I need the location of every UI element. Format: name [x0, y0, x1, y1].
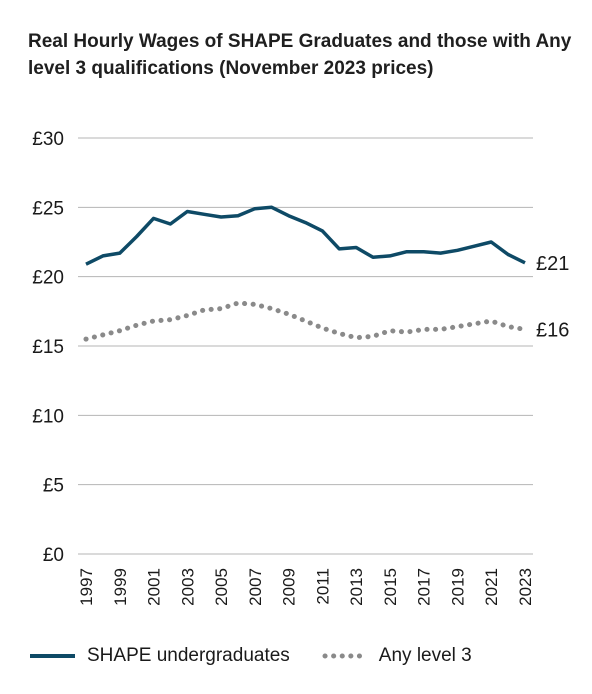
y-axis-ticks: £0 £5 £10 £15 £20 £25 £30	[32, 129, 64, 566]
x-tick-label: 2017	[415, 568, 434, 606]
legend-swatch-solid	[30, 654, 75, 658]
end-label-level3: £16	[536, 319, 569, 341]
end-label-shape: £21	[536, 253, 569, 275]
x-tick-label: 1997	[77, 568, 96, 606]
x-tick-label: 1999	[111, 568, 130, 606]
y-tick-label: £5	[43, 476, 64, 497]
legend-label-level3: Any level 3	[378, 645, 472, 666]
x-tick-label: 2021	[482, 568, 501, 606]
series-line-level3	[83, 300, 528, 342]
x-tick-label: 2011	[313, 568, 332, 605]
y-tick-label: £10	[32, 406, 64, 427]
y-tick-label: £25	[32, 198, 64, 219]
x-axis-ticks: 1997 1999 2001 2003 2005 2007 2009 2011 2013 2015…	[77, 568, 535, 606]
series-line-shape	[85, 205, 526, 266]
y-tick-label: £0	[43, 545, 64, 566]
x-tick-label: 2015	[381, 568, 400, 606]
chart-title: Real Hourly Wages of SHAPE Graduates and…	[28, 31, 572, 79]
y-tick-label: £30	[32, 129, 64, 150]
legend-swatch-dotted	[322, 653, 367, 659]
series-lines	[83, 205, 528, 342]
x-tick-label: 2001	[145, 568, 164, 606]
legend: SHAPE undergraduates Any level 3	[30, 645, 504, 667]
x-tick-label: 2003	[178, 568, 197, 606]
x-tick-label: 2007	[246, 568, 265, 606]
y-tick-label: £20	[32, 268, 64, 289]
y-tick-label: £15	[32, 337, 64, 358]
gridlines	[78, 137, 533, 555]
legend-label-shape: SHAPE undergraduates	[87, 645, 290, 666]
legend-item-level3: Any level 3	[322, 645, 472, 667]
x-tick-label: 2019	[448, 568, 467, 606]
end-labels: £21 £16	[536, 253, 569, 342]
x-tick-label: 2013	[347, 568, 366, 606]
x-tick-label: 2009	[280, 568, 299, 606]
x-tick-label: 2005	[212, 568, 231, 606]
legend-item-shape: SHAPE undergraduates	[30, 645, 290, 667]
x-tick-label: 2023	[516, 568, 535, 606]
